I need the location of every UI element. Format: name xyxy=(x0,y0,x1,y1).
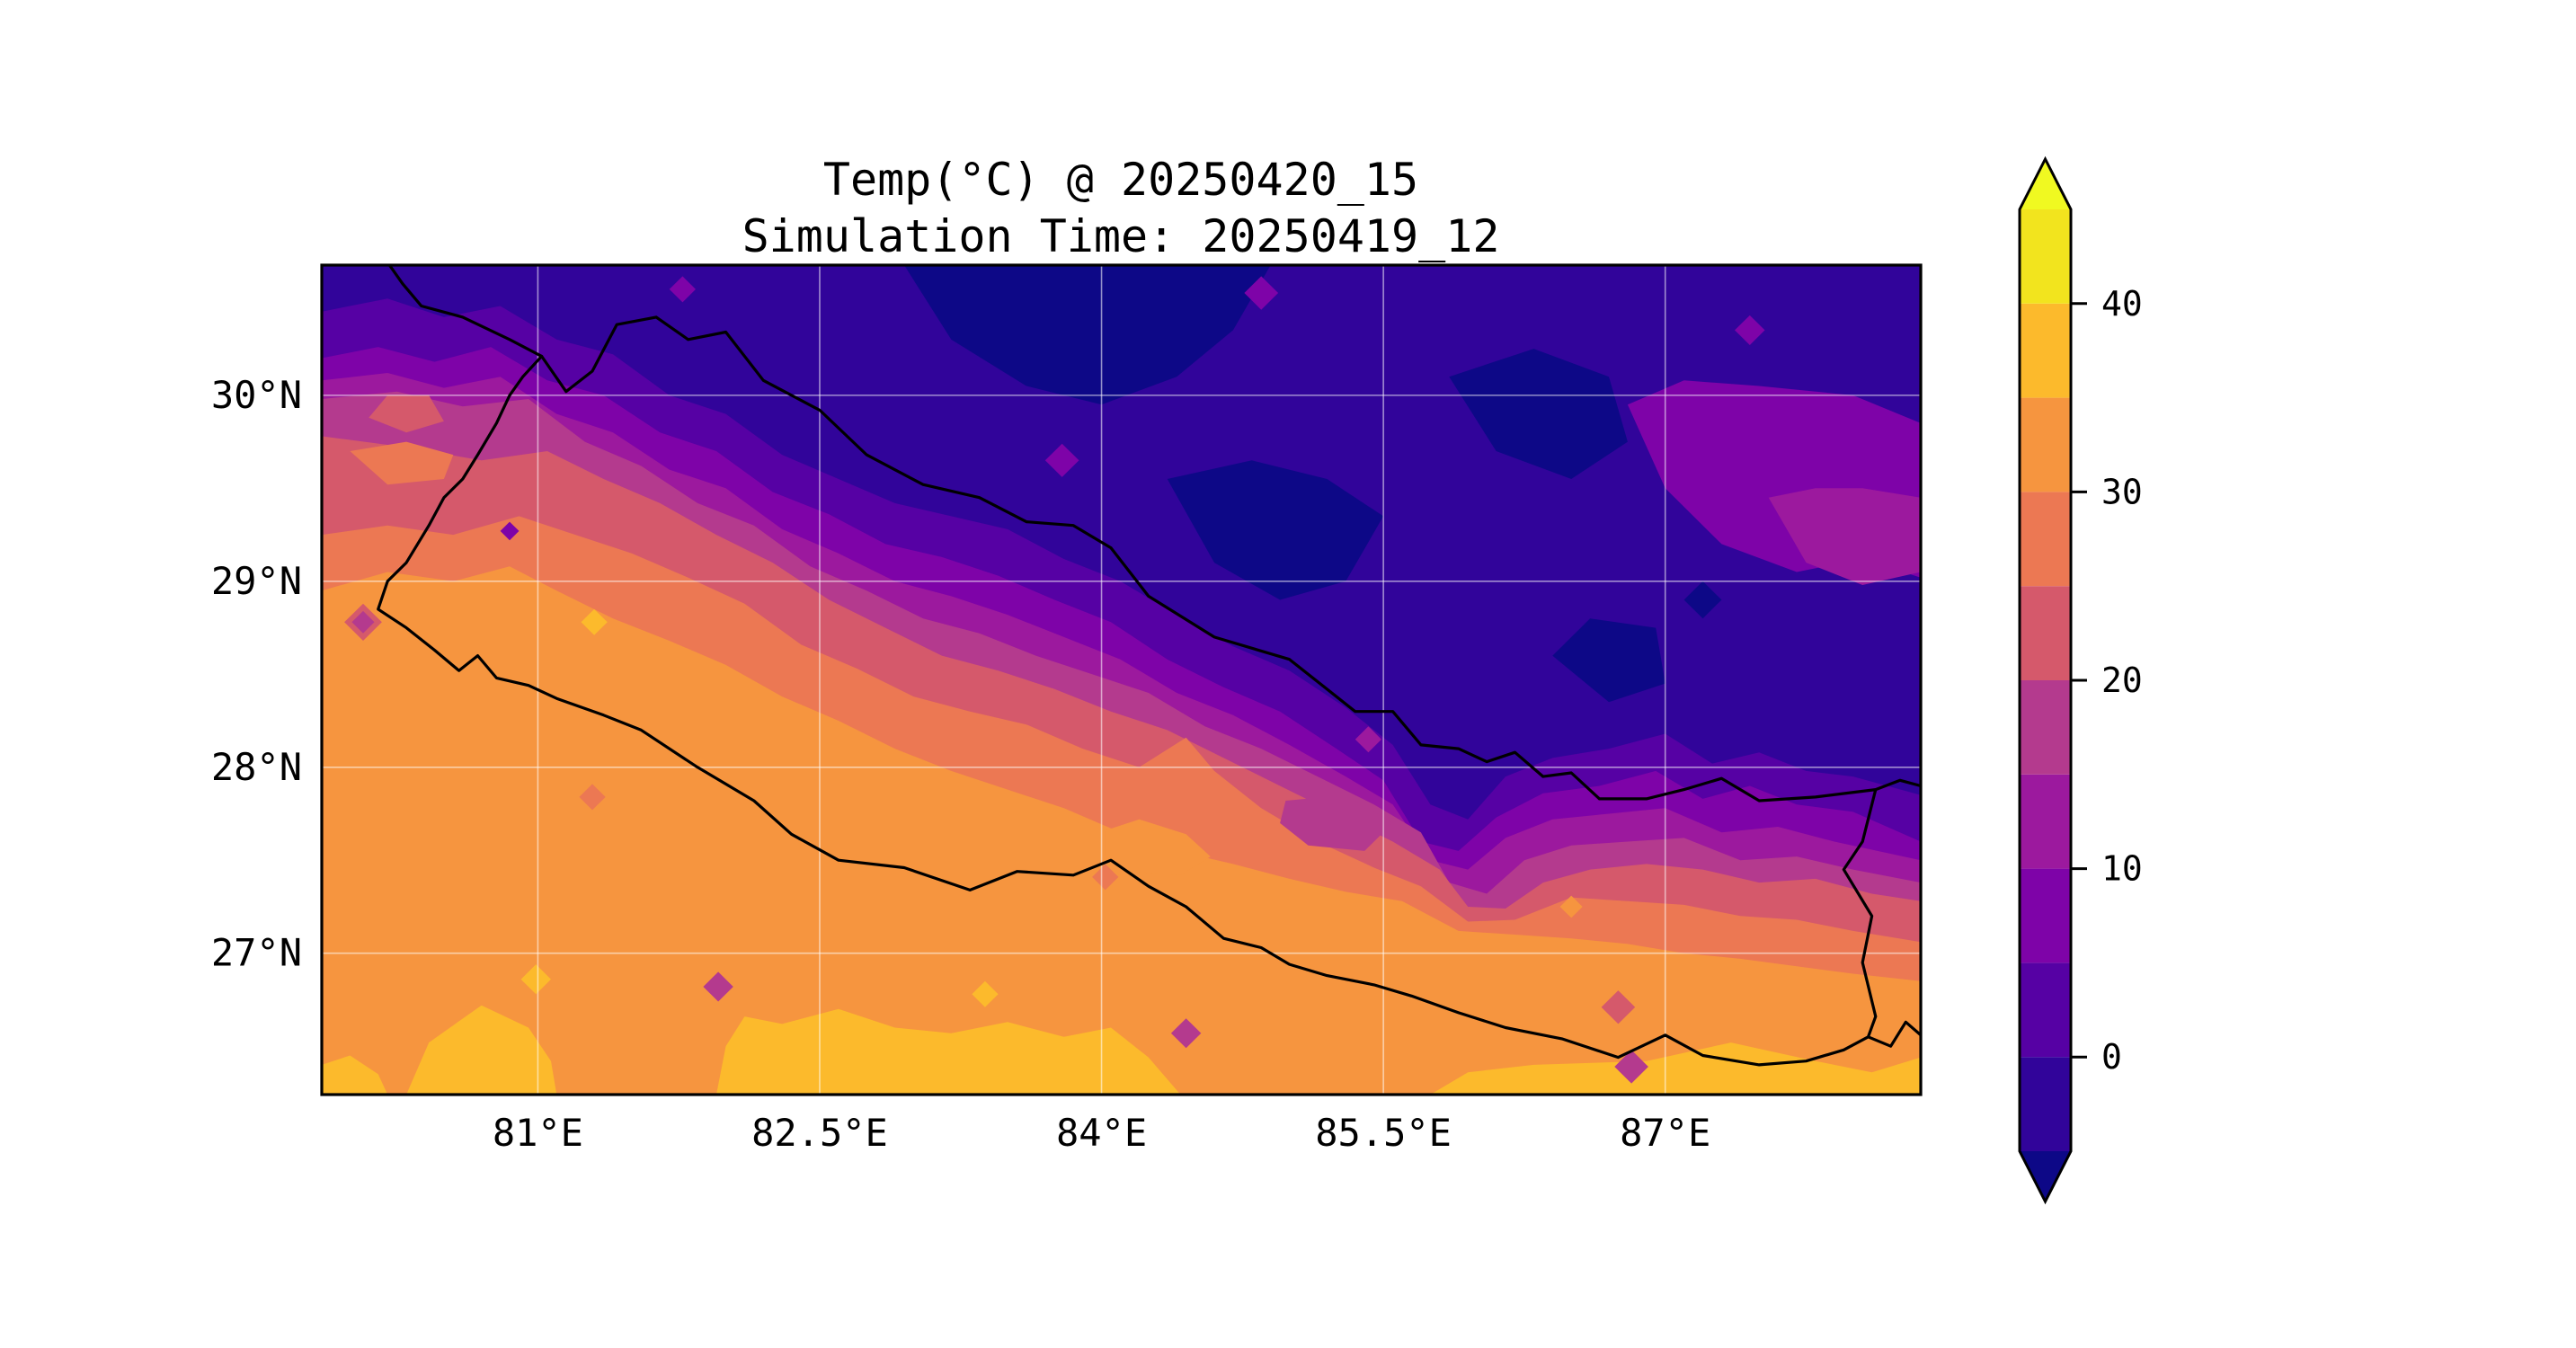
temp-patch-hot-patch-central xyxy=(716,1008,1181,1095)
temp-patch-coldest-blob-4 xyxy=(1552,618,1666,703)
temp-patch-coldest-blob-2 xyxy=(1167,460,1384,600)
colorbar-band-10 xyxy=(2020,774,2071,869)
x-tick-label-84°E: 84°E xyxy=(1056,1111,1147,1155)
temperature-field xyxy=(322,265,1921,1095)
temp-patch-cool-pocket-kathmandu xyxy=(1280,794,1393,851)
anomaly-diamond xyxy=(1170,1018,1202,1049)
colorbar-band-5 xyxy=(2020,868,2071,963)
anomaly-diamond xyxy=(1735,315,1765,345)
temp-patch-coldest-blob-3 xyxy=(1449,349,1628,479)
anomaly-diamond xyxy=(1683,581,1722,619)
y-tick-label-30°N: 30°N xyxy=(211,373,302,417)
colorbar-tick-label-40: 40 xyxy=(2101,284,2143,324)
colorbar-band-0 xyxy=(2020,962,2071,1058)
temp-patch-purple-mottle-ne xyxy=(1768,488,1921,585)
x-axis-tick-labels: 81°E 82.5°E 84°E 85.5°E 87°E xyxy=(493,1111,1710,1155)
temp-patch-hot-strip-east xyxy=(1430,1042,1921,1095)
map-frame xyxy=(320,263,1923,1096)
chart-title: Temp(°C) @ 20250420_15 xyxy=(823,154,1418,206)
anomaly-diamond xyxy=(500,521,520,541)
temp-patch-warm-valley-island xyxy=(1105,819,1211,875)
colorbar-outline xyxy=(2018,155,2073,1205)
border-india-china-border-nw xyxy=(387,265,544,358)
x-tick-label-81°E: 81°E xyxy=(493,1111,583,1155)
contour-band-30 xyxy=(322,566,1921,1095)
anomaly-diamond xyxy=(1244,276,1279,310)
y-tick-label-28°N: 28°N xyxy=(211,745,302,789)
colorbar-tick-label-10: 10 xyxy=(2101,849,2143,889)
border-border-east-upper xyxy=(1874,778,1921,792)
colorbar-band-30 xyxy=(2020,397,2071,492)
anomaly-diamond xyxy=(1355,726,1381,753)
anomaly-diamond xyxy=(669,276,696,303)
anomaly-diamond xyxy=(703,971,733,1002)
anomaly-diamond xyxy=(520,964,551,995)
colorbar-tick-label-30: 30 xyxy=(2101,472,2143,511)
colorbar-band-15 xyxy=(2020,680,2071,775)
colorbar-band-20 xyxy=(2020,586,2071,680)
y-tick-label-29°N: 29°N xyxy=(211,559,302,603)
anomaly-diamond xyxy=(1092,864,1119,891)
colorbar-band-25 xyxy=(2020,492,2071,587)
temp-patch-hot-patch-west xyxy=(406,1005,557,1095)
anomaly-diamond xyxy=(581,608,608,635)
colorbar-band-40 xyxy=(2020,209,2071,304)
colorbar-tick-label-0: 0 xyxy=(2101,1037,2122,1077)
x-tick-label-87°E: 87°E xyxy=(1620,1111,1710,1155)
anomaly-diamond xyxy=(579,784,606,811)
y-axis-tick-labels: 30°N 29°N 28°N 27°N xyxy=(211,373,302,975)
anomaly-diamond xyxy=(351,610,375,634)
x-tick-label-82.5°E: 82.5°E xyxy=(751,1111,888,1155)
colorbar: 0 10 20 30 40 xyxy=(2018,155,2143,1205)
chart-subtitle: Simulation Time: 20250419_12 xyxy=(742,210,1500,262)
colorbar-under-arrow xyxy=(2020,1151,2071,1202)
anomaly-diamond xyxy=(1601,990,1636,1024)
colorbar-band--5 xyxy=(2020,1057,2071,1151)
anomaly-diamond xyxy=(1614,1050,1648,1084)
temp-patch-hot-patch-sw-corner xyxy=(322,1055,388,1095)
colorbar-band-35 xyxy=(2020,303,2071,398)
gridlines xyxy=(322,265,1921,1095)
temp-patch-coldest-blob-1 xyxy=(904,265,1271,405)
colorbar-over-arrow xyxy=(2020,159,2071,209)
border-border-east-lower xyxy=(1866,1020,1921,1048)
x-tick-label-85.5°E: 85.5°E xyxy=(1315,1111,1452,1155)
temp-patch-pink-blob-nw xyxy=(369,395,444,433)
anomaly-diamond xyxy=(1559,895,1583,918)
colorbar-tick-label-20: 20 xyxy=(2101,661,2143,700)
temp-patch-salmon-blob-nw xyxy=(350,441,454,485)
country-borders xyxy=(377,265,1921,1067)
anomaly-diamond xyxy=(972,980,999,1007)
y-tick-label-27°N: 27°N xyxy=(211,931,302,975)
anomaly-diamond xyxy=(1044,443,1079,477)
